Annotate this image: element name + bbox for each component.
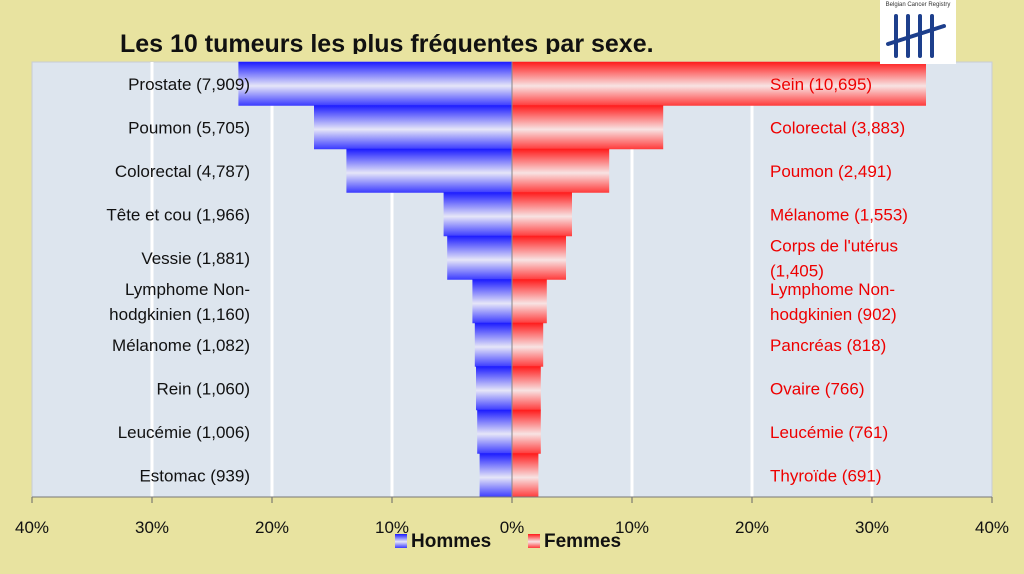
bar-hommes	[443, 192, 512, 237]
bar-hommes	[474, 322, 512, 367]
label-hommes: Colorectal (4,787)	[115, 162, 250, 181]
x-tick-label: 40%	[15, 518, 49, 537]
legend: Hommes Femmes	[395, 531, 621, 552]
legend-label-hommes: Hommes	[411, 531, 491, 552]
bar-femmes	[512, 192, 572, 237]
bar-hommes	[476, 366, 512, 411]
bar-femmes	[512, 61, 926, 106]
legend-swatch-femmes	[528, 534, 540, 548]
label-femmes: Leucémie (761)	[770, 423, 888, 442]
logo-text: Belgian Cancer Registry	[885, 2, 951, 8]
label-femmes: Ovaire (766)	[770, 379, 864, 398]
legend-swatch-hommes	[395, 534, 407, 548]
label-hommes: Mélanome (1,082)	[112, 336, 250, 355]
logo: Belgian Cancer Registry	[880, 0, 956, 64]
bar-hommes	[238, 61, 512, 106]
x-tick-label: 30%	[855, 518, 889, 537]
label-hommes: Lymphome Non-hodgkinien (1,160)	[109, 280, 250, 324]
bar-hommes	[346, 148, 512, 193]
x-tick-label: 30%	[135, 518, 169, 537]
label-femmes: Sein (10,695)	[770, 75, 872, 94]
bar-femmes	[512, 453, 539, 498]
legend-label-femmes: Femmes	[544, 531, 621, 552]
bar-femmes	[512, 279, 547, 324]
label-femmes: Corps de l'utérus (1,405)	[770, 236, 898, 280]
x-tick-label: 20%	[735, 518, 769, 537]
x-tick-label: 0%	[500, 518, 525, 537]
label-hommes: Prostate (7,909)	[128, 75, 250, 94]
bar-hommes	[472, 279, 512, 324]
bar-hommes	[314, 105, 512, 150]
bar-femmes	[512, 105, 664, 150]
label-femmes: Mélanome (1,553)	[770, 205, 908, 224]
x-tick-label: 10%	[375, 518, 409, 537]
x-tick-label: 10%	[615, 518, 649, 537]
chart-title: Les 10 tumeurs les plus fréquentes par s…	[120, 30, 654, 54]
x-axis: 40% 30% 20% 10% 0% 10% 20% 30% 40%	[15, 62, 1009, 537]
label-hommes: Rein (1,060)	[156, 379, 250, 398]
x-tick-label: 20%	[255, 518, 289, 537]
label-hommes: Poumon (5,705)	[128, 118, 250, 137]
label-femmes: Colorectal (3,883)	[770, 118, 905, 137]
bar-femmes	[512, 235, 566, 280]
x-tick-label: 40%	[975, 518, 1009, 537]
bars	[238, 61, 926, 498]
bar-hommes	[479, 453, 512, 498]
tally-marks-logo-icon	[886, 14, 946, 58]
label-hommes: Tête et cou (1,966)	[106, 205, 250, 224]
label-hommes: Vessie (1,881)	[141, 249, 250, 268]
bar-femmes	[512, 366, 541, 411]
bar-hommes	[447, 235, 512, 280]
bar-femmes	[512, 322, 544, 367]
label-hommes: Leucémie (1,006)	[118, 423, 250, 442]
label-femmes: Poumon (2,491)	[770, 162, 892, 181]
label-hommes: Estomac (939)	[139, 466, 250, 485]
label-femmes: Pancréas (818)	[770, 336, 886, 355]
bar-hommes	[477, 409, 512, 454]
label-femmes: Thyroïde (691)	[770, 466, 882, 485]
bar-femmes	[512, 409, 541, 454]
bar-femmes	[512, 148, 610, 193]
category-labels: Prostate (7,909) Sein (10,695) Poumon (5,7…	[106, 75, 908, 486]
label-femmes: Lymphome Non-hodgkinien (902)	[770, 280, 897, 324]
